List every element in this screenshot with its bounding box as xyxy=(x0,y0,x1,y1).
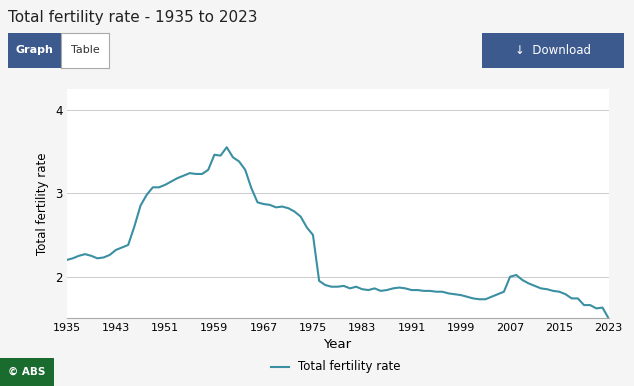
Text: Total fertility rate - 1935 to 2023: Total fertility rate - 1935 to 2023 xyxy=(8,10,257,25)
Text: © ABS: © ABS xyxy=(8,367,46,377)
X-axis label: Year: Year xyxy=(323,338,352,351)
Text: Table: Table xyxy=(71,45,100,55)
Text: Graph: Graph xyxy=(16,45,53,55)
Y-axis label: Total fertility rate: Total fertility rate xyxy=(36,152,49,255)
Text: ↓  Download: ↓ Download xyxy=(515,44,591,57)
Legend: Total fertility rate: Total fertility rate xyxy=(266,356,406,378)
